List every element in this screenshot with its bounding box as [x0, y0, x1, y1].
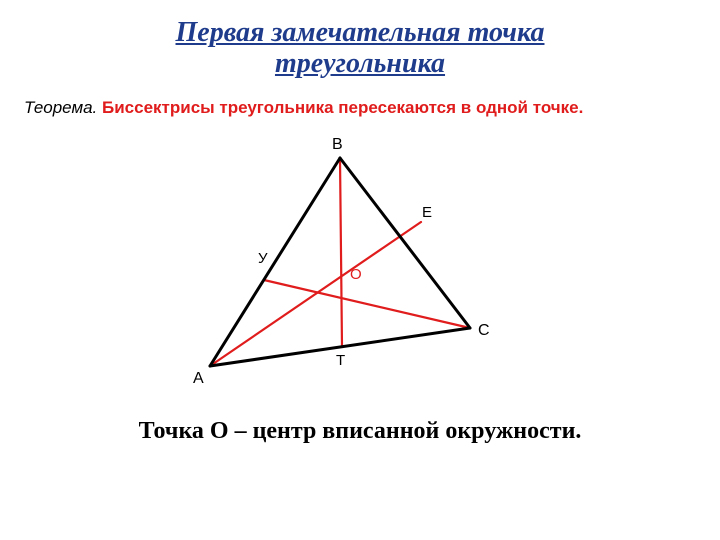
theorem-line: Теорема. Биссектрисы треугольника пересе…: [24, 98, 720, 118]
title-line1: Первая замечательная точка: [176, 17, 545, 48]
label-A: А: [193, 370, 204, 388]
label-C: С: [478, 322, 490, 340]
label-U: У: [258, 250, 268, 267]
label-B: В: [332, 136, 343, 154]
label-O: О: [350, 266, 362, 283]
caption: Точка О – центр вписанной окружности.: [0, 418, 720, 445]
label-E: Е: [422, 204, 432, 221]
page-title: Первая замечательная точка треугольника: [0, 18, 720, 80]
theorem-label: Теорема.: [24, 98, 97, 117]
theorem-statement: Биссектрисы треугольника пересекаются в …: [102, 98, 583, 117]
title-line2: треугольника: [275, 48, 445, 79]
triangle-diagram: А В С О Т Е У: [0, 118, 720, 418]
label-T: Т: [336, 352, 345, 369]
